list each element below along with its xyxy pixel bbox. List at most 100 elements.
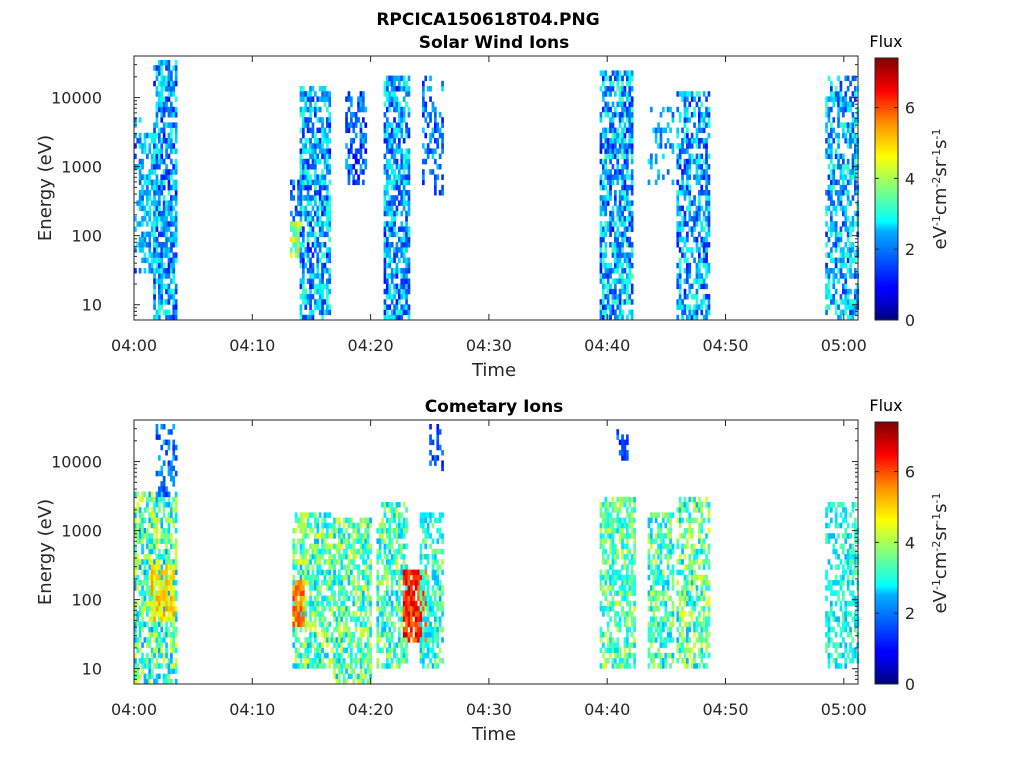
heatmap-cell [436, 455, 440, 461]
heatmap-cell [174, 190, 178, 196]
heatmap-cell [314, 600, 317, 607]
heatmap-cell [306, 278, 310, 284]
heatmap-cell [299, 106, 303, 113]
heatmap-cell [854, 169, 857, 175]
heatmap-cell [436, 164, 440, 170]
heatmap-cell [309, 148, 312, 154]
heatmap-cell [827, 190, 831, 196]
heatmap-cell [155, 470, 159, 477]
heatmap-cell [390, 127, 394, 134]
heatmap-cell [148, 143, 152, 149]
heatmap-cell [386, 658, 389, 664]
heatmap-cell [153, 496, 156, 503]
heatmap-cell [155, 65, 159, 71]
heatmap-cell [436, 632, 440, 638]
heatmap-cell [383, 164, 387, 170]
heatmap-cell [134, 216, 137, 222]
heatmap-cell [623, 132, 627, 139]
heatmap-cell [393, 216, 396, 222]
heatmap-cell [158, 216, 161, 222]
heatmap-cell [395, 164, 399, 170]
heatmap-cell [678, 226, 682, 232]
heatmap-cell [609, 548, 612, 555]
heatmap-cell [616, 517, 620, 524]
heatmap-cell [611, 606, 615, 612]
heatmap-cell [309, 138, 312, 144]
heatmap-cell [405, 585, 408, 591]
heatmap-cell [302, 533, 305, 539]
heatmap-cell [628, 200, 632, 206]
heatmap-cell [621, 574, 624, 581]
heatmap-cell [134, 652, 137, 659]
heatmap-cell [165, 533, 168, 539]
heatmap-cell [390, 309, 394, 316]
heatmap-cell [357, 658, 360, 664]
heatmap-cell [172, 444, 176, 451]
heatmap-cell [621, 268, 624, 274]
heatmap-cell [688, 273, 692, 279]
heatmap-cell [318, 86, 322, 92]
heatmap-cell [150, 543, 154, 550]
heatmap-cell [335, 658, 339, 664]
heatmap-cell [602, 278, 605, 284]
heatmap-cell [366, 600, 370, 607]
heatmap-cell [842, 273, 845, 279]
heatmap-cell [302, 174, 305, 180]
heatmap-cell [134, 658, 137, 664]
heatmap-cell [604, 252, 608, 258]
heatmap-cell [162, 502, 166, 508]
heatmap-cell [414, 611, 418, 617]
heatmap-cell [424, 616, 428, 622]
heatmap-cell [364, 652, 368, 659]
heatmap-cell [174, 444, 178, 451]
heatmap-cell [390, 637, 394, 643]
heatmap-cell [664, 143, 668, 149]
heatmap-cell [134, 117, 137, 123]
heatmap-cell [172, 179, 176, 186]
heatmap-cell [698, 164, 701, 170]
heatmap-cell [606, 143, 610, 149]
heatmap-cell [707, 200, 711, 206]
x-axis-label: Time [471, 360, 516, 381]
heatmap-cell [141, 658, 144, 664]
heatmap-cell [174, 491, 178, 498]
heatmap-cell [837, 236, 840, 243]
heatmap-cell [426, 122, 430, 128]
heatmap-cell [626, 75, 629, 82]
heatmap-cell [162, 60, 166, 66]
heatmap-cell [599, 268, 603, 274]
heatmap-cell [333, 642, 336, 648]
heatmap-cell [623, 283, 627, 290]
heatmap-cell [328, 112, 332, 118]
heatmap-cell [386, 554, 389, 560]
heatmap-cell [314, 647, 317, 654]
y-tick-label: 10000 [51, 89, 102, 108]
heatmap-cell [326, 143, 329, 149]
heatmap-cell [398, 663, 401, 669]
heatmap-cell [165, 153, 168, 160]
heatmap-cell [441, 86, 444, 92]
heatmap-cell [162, 533, 166, 539]
heatmap-cell [832, 127, 836, 134]
heatmap-cell [134, 554, 137, 560]
heatmap-cell [599, 574, 603, 581]
heatmap-cell [429, 637, 432, 643]
heatmap-cell [306, 652, 310, 659]
heatmap-cell [390, 559, 394, 565]
heatmap-cell [342, 564, 346, 570]
heatmap-cell [407, 75, 411, 82]
heatmap-cell [630, 190, 634, 196]
heatmap-cell [153, 663, 156, 669]
heatmap-cell [424, 595, 428, 602]
heatmap-cell [628, 86, 632, 92]
heatmap-cell [630, 309, 634, 316]
heatmap-cell [323, 262, 327, 269]
heatmap-cell [311, 314, 315, 321]
heatmap-cell [393, 590, 396, 596]
heatmap-cell [155, 268, 159, 274]
heatmap-cell [328, 606, 332, 612]
heatmap-cell [614, 580, 617, 586]
heatmap-cell [395, 569, 399, 576]
heatmap-cell [167, 512, 171, 518]
heatmap-cell [606, 512, 610, 518]
